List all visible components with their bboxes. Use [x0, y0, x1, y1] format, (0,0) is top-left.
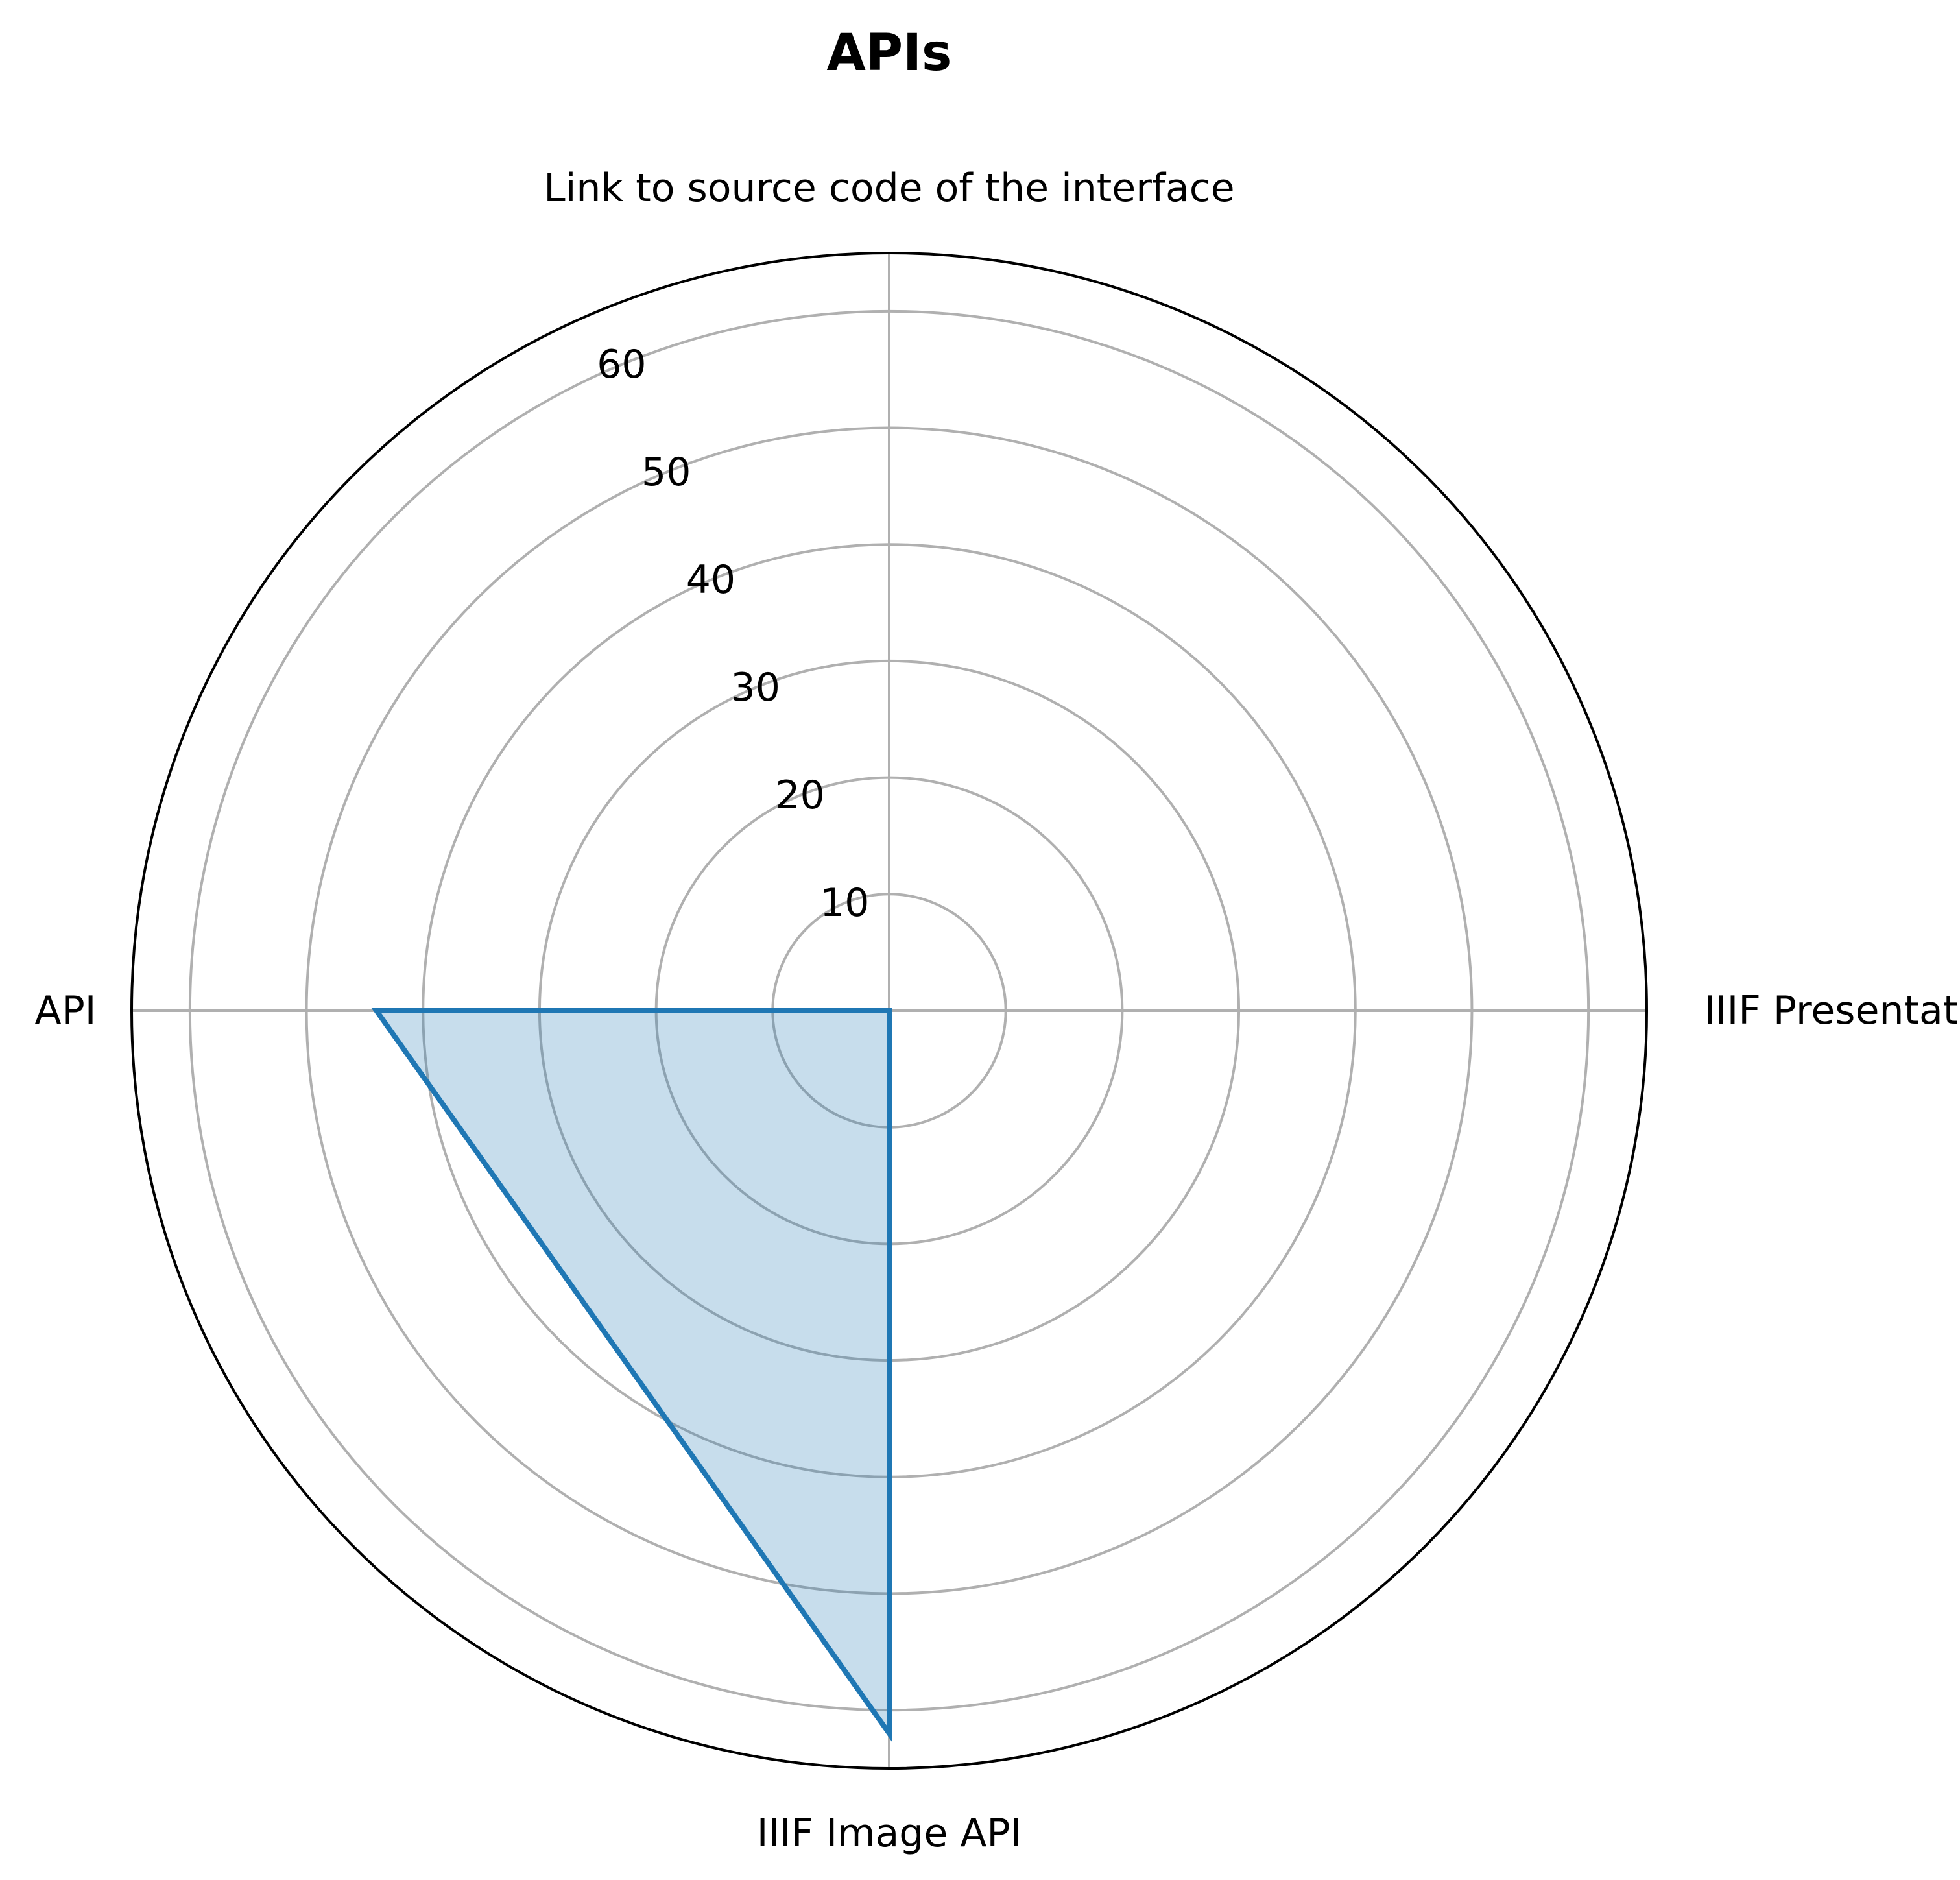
- radial-tick-label: 50: [641, 450, 691, 495]
- series-layer: [371, 1008, 892, 1742]
- tick-labels: 10 20 30 40 50 60: [597, 342, 869, 926]
- radial-tick-label: 30: [731, 665, 780, 710]
- category-label: API: [35, 988, 97, 1033]
- radial-tick-label: 10: [820, 880, 869, 926]
- polar-spine: [130, 252, 1648, 1770]
- category-label: Link to source code of the interface: [544, 165, 1234, 211]
- radial-tick-label: 20: [775, 773, 824, 818]
- chart-title: APIs: [827, 24, 952, 82]
- radial-tick-label: 60: [597, 342, 646, 387]
- category-labels: Link to source code of the interface IIIF…: [35, 165, 1960, 1856]
- category-label: IIIF Presentation API: [1704, 988, 1960, 1033]
- radial-tick-label: 40: [686, 557, 735, 603]
- series-line: [371, 1008, 892, 1742]
- category-label: IIIF Image API: [757, 1811, 1022, 1856]
